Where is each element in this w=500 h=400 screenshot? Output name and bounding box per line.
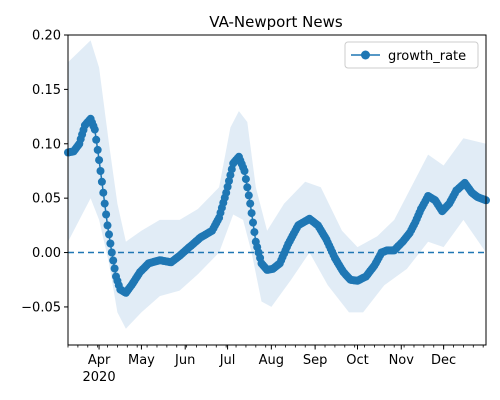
data-point [103, 221, 112, 230]
axes-layer: −0.05 0.00 0.05 0.10 0.15 0.20 Apr 2020 May Jun Ju… [21, 29, 487, 385]
data-point [99, 188, 108, 197]
x-tick-label: Jul [219, 353, 236, 368]
y-tick-label: −0.05 [21, 300, 61, 315]
y-tick-label: 0.20 [32, 29, 61, 44]
data-point [107, 248, 116, 257]
data-point [96, 167, 105, 175]
data-point [250, 228, 259, 237]
legend-box [344, 41, 479, 69]
legend: growth_rate [344, 41, 479, 69]
y-tick-label: 0.00 [32, 246, 61, 261]
x-tick-label: Dec [431, 353, 456, 368]
data-point [90, 125, 99, 134]
x-tick-label: Jun [174, 353, 195, 368]
data-point [95, 156, 104, 165]
y-tick-label: 0.05 [32, 192, 61, 207]
data-point [240, 167, 249, 175]
x-tick-label: Nov [389, 353, 415, 368]
series-layer [64, 114, 490, 297]
data-point [92, 135, 101, 144]
data-point [246, 199, 255, 208]
y-tick-label: 0.10 [32, 137, 61, 152]
data-point [109, 256, 118, 265]
x-tick-label: May [128, 353, 155, 368]
chart-title: VA-Newport News [209, 13, 343, 31]
data-point [102, 210, 111, 219]
data-point [241, 175, 250, 184]
data-point [249, 218, 257, 227]
legend-marker [361, 50, 370, 60]
x-tick-label: Oct [346, 353, 368, 368]
data-point [106, 239, 115, 248]
data-point [100, 199, 109, 208]
data-point [243, 183, 252, 192]
data-point [247, 209, 256, 218]
plot-frame [67, 34, 487, 346]
data-point [105, 230, 113, 239]
data-point [244, 191, 253, 200]
y-tick-label: 0.15 [32, 83, 61, 98]
x-tick-label: Sep [303, 353, 328, 368]
data-point [97, 177, 106, 186]
x-tick-label: Aug [259, 353, 284, 368]
x-tick-year-label: 2020 [83, 370, 116, 385]
legend-label: growth_rate [388, 49, 466, 64]
data-point [93, 145, 102, 154]
data-point [110, 264, 119, 273]
x-tick-label: Apr [88, 353, 111, 368]
